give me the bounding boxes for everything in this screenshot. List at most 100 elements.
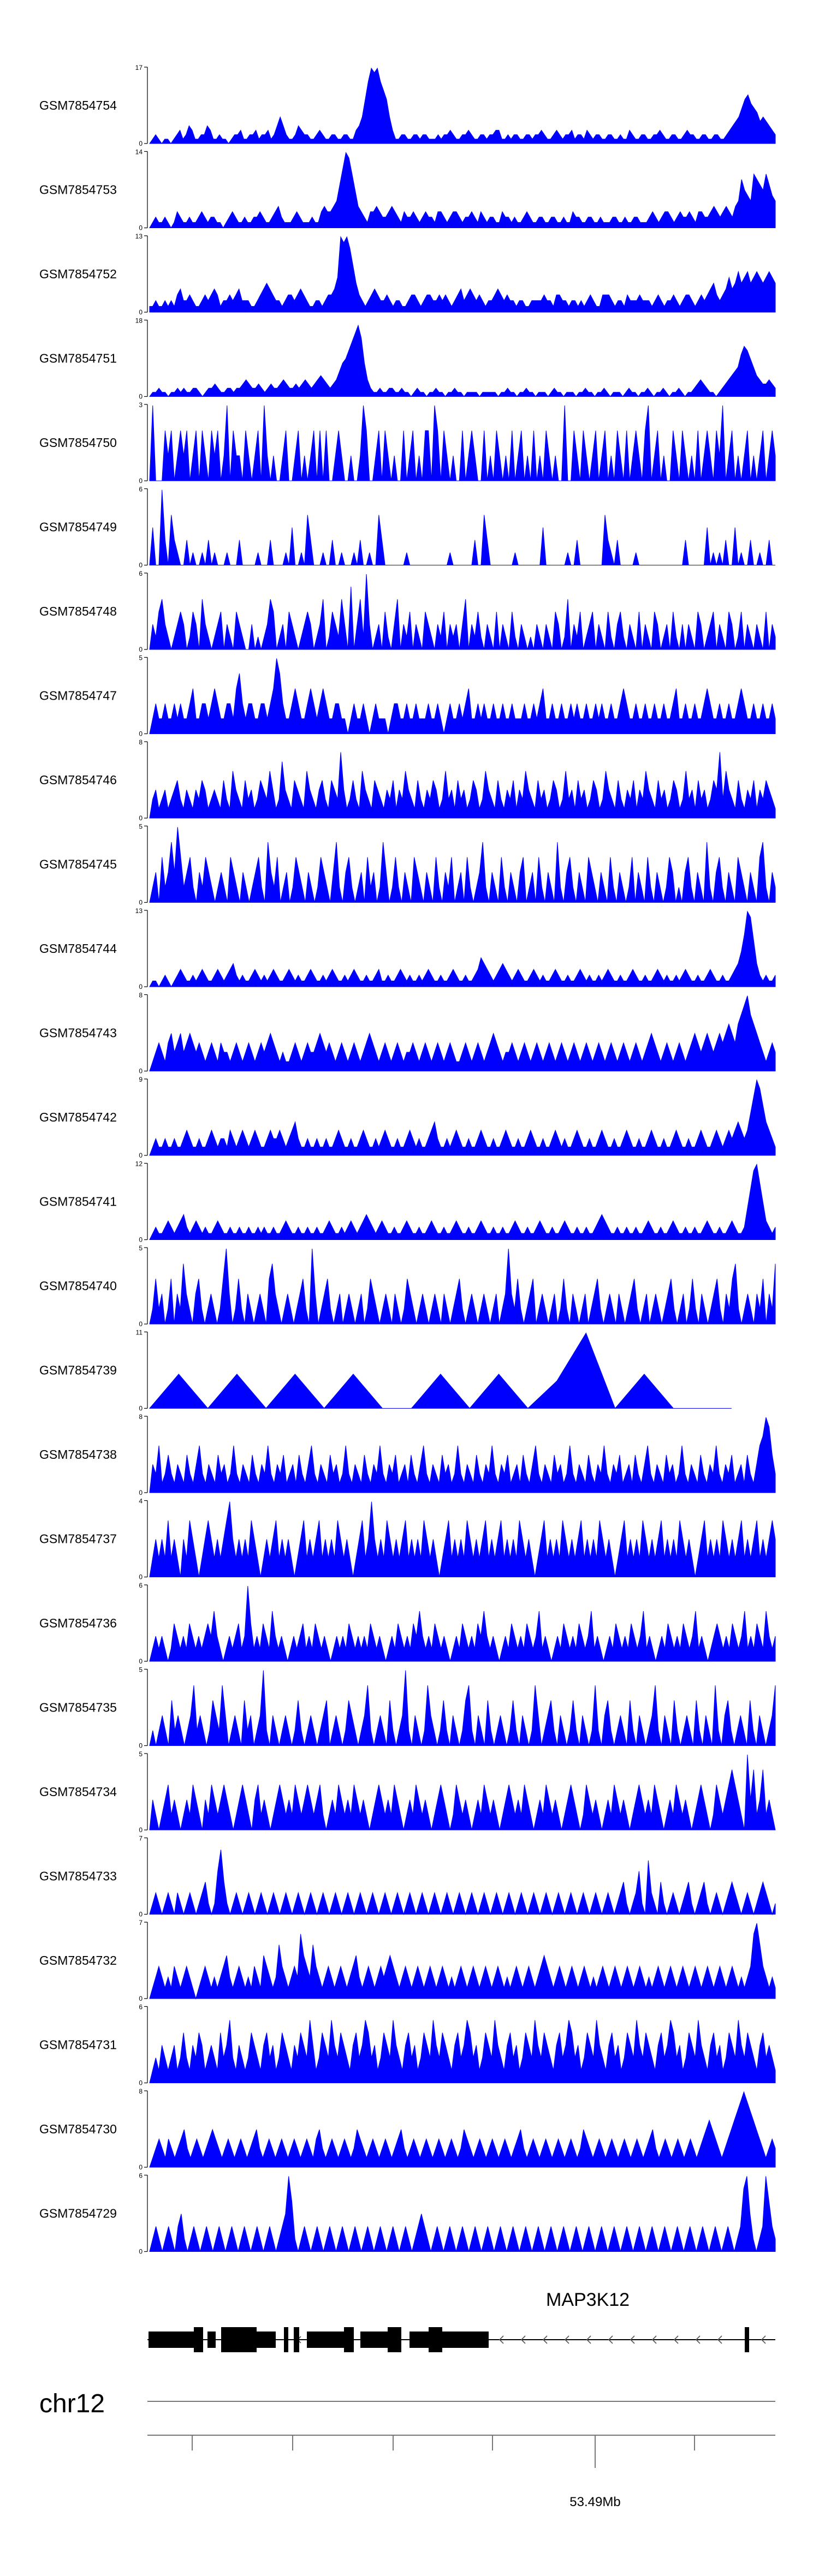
coverage-area — [149, 2020, 776, 2083]
track-GSM7854754: GSM7854754 17 0 — [39, 64, 776, 147]
track-ymax-label: 5 — [139, 823, 143, 831]
track-GSM7854732: GSM7854732 7 0 — [39, 1919, 776, 2002]
track-ymax-label: 14 — [135, 148, 143, 156]
track-label: GSM7854739 — [39, 1363, 117, 1378]
track-GSM7854741: GSM7854741 12 0 — [39, 1160, 776, 1244]
track-ymin-label: 0 — [139, 730, 143, 738]
track-label: GSM7854741 — [39, 1195, 117, 1209]
track-ymin-label: 0 — [139, 1742, 143, 1750]
gene-exon — [294, 2327, 299, 2352]
scale-axis: 53.49Mb — [147, 2435, 775, 2509]
coverage-area — [149, 995, 776, 1071]
strand-chevron — [673, 2335, 679, 2344]
coverage-area — [149, 490, 775, 565]
track-label: GSM7854740 — [39, 1279, 117, 1293]
track-ymin-label: 0 — [139, 562, 143, 569]
coverage-area — [149, 405, 776, 481]
track-label: GSM7854732 — [39, 1953, 117, 1967]
track-ymin-label: 0 — [139, 224, 143, 232]
track-GSM7854748: GSM7854748 6 0 — [39, 570, 776, 653]
track-ymin-label: 0 — [139, 1405, 143, 1412]
track-ymin-label: 0 — [139, 1320, 143, 1328]
track-ymin-label: 0 — [139, 1489, 143, 1496]
coverage-tracks: GSM7854754170GSM7854753140GSM7854752130G… — [39, 64, 776, 2256]
track-ymax-label: 3 — [139, 401, 143, 409]
track-ymin-label: 0 — [139, 1995, 143, 2002]
track-ymax-label: 5 — [139, 1666, 143, 1674]
track-label: GSM7854731 — [39, 2038, 117, 2052]
coverage-area — [149, 1670, 776, 1746]
track-ymin-label: 0 — [139, 2248, 143, 2256]
track-GSM7854751: GSM7854751 18 0 — [39, 317, 776, 401]
track-GSM7854740: GSM7854740 5 0 — [39, 1244, 776, 1328]
track-label: GSM7854742 — [39, 1110, 117, 1124]
track-GSM7854733: GSM7854733 7 0 — [39, 1835, 776, 1918]
track-ymax-label: 9 — [139, 1076, 143, 1083]
track-ymax-label: 8 — [139, 738, 143, 746]
coverage-area — [149, 1923, 776, 2000]
track-ymax-label: 13 — [135, 232, 143, 240]
track-ymin-label: 0 — [139, 1826, 143, 1834]
gene-exon — [207, 2331, 216, 2348]
track-ymax-label: 6 — [139, 486, 143, 493]
track-label: GSM7854744 — [39, 941, 117, 956]
gene-exon — [284, 2327, 288, 2352]
gene-exon — [307, 2331, 344, 2348]
track-ymax-label: 6 — [139, 1582, 143, 1589]
track-ymin-label: 0 — [139, 814, 143, 822]
track-GSM7854753: GSM7854753 14 0 — [39, 148, 776, 232]
track-label: GSM7854751 — [39, 351, 117, 366]
coverage-area — [149, 1585, 776, 1662]
track-GSM7854743: GSM7854743 8 0 — [39, 992, 776, 1075]
track-label: GSM7854738 — [39, 1447, 117, 1462]
track-ymax-label: 12 — [135, 1160, 143, 1168]
track-GSM7854729: GSM7854729 6 0 — [39, 2172, 776, 2256]
strand-chevron — [520, 2335, 526, 2344]
coverage-area — [149, 1163, 776, 1240]
track-label: GSM7854734 — [39, 1785, 117, 1799]
gene-exon — [442, 2331, 489, 2348]
track-label: GSM7854737 — [39, 1532, 117, 1546]
coverage-area — [149, 910, 776, 988]
track-label: GSM7854753 — [39, 183, 117, 197]
track-ymax-label: 4 — [139, 1498, 143, 1505]
track-ymax-label: 17 — [135, 64, 143, 71]
coverage-area — [149, 152, 776, 229]
coverage-area — [149, 1754, 776, 1830]
strand-chevron — [498, 2335, 504, 2344]
track-ymax-label: 6 — [139, 570, 143, 577]
coverage-area — [149, 1850, 776, 1916]
track-GSM7854747: GSM7854747 5 0 — [39, 654, 776, 738]
track-ymin-label: 0 — [139, 2079, 143, 2087]
track-GSM7854731: GSM7854731 6 0 — [39, 2003, 776, 2087]
track-label: GSM7854745 — [39, 857, 117, 872]
track-ymax-label: 8 — [139, 2088, 143, 2095]
track-label: GSM7854729 — [39, 2207, 117, 2221]
track-ymin-label: 0 — [139, 646, 143, 653]
gene-name-label: MAP3K12 — [546, 2289, 630, 2310]
track-GSM7854744: GSM7854744 13 0 — [39, 907, 776, 991]
gene-exons — [149, 2327, 749, 2352]
track-ymax-label: 5 — [139, 1244, 143, 1252]
track-ymin-label: 0 — [139, 1657, 143, 1665]
coverage-area — [149, 1332, 732, 1409]
track-GSM7854749: GSM7854749 6 0 — [39, 486, 775, 569]
track-ymax-label: 7 — [139, 1835, 143, 1842]
coverage-area — [149, 2091, 776, 2168]
track-ymin-label: 0 — [139, 393, 143, 401]
track-label: GSM7854747 — [39, 689, 117, 703]
strand-chevron — [695, 2335, 701, 2344]
track-GSM7854737: GSM7854737 4 0 — [39, 1498, 776, 1581]
track-ymax-label: 8 — [139, 992, 143, 999]
track-ymin-label: 0 — [139, 1573, 143, 1581]
gene-exon — [429, 2327, 442, 2352]
track-ymin-label: 0 — [139, 1068, 143, 1075]
coverage-area — [149, 324, 776, 397]
track-ymax-label: 8 — [139, 1413, 143, 1421]
gene-track: MAP3K12 — [147, 2289, 775, 2352]
coverage-area — [149, 1079, 776, 1156]
coverage-area — [149, 574, 776, 650]
gene-exon — [149, 2331, 194, 2348]
coverage-area — [149, 67, 776, 144]
